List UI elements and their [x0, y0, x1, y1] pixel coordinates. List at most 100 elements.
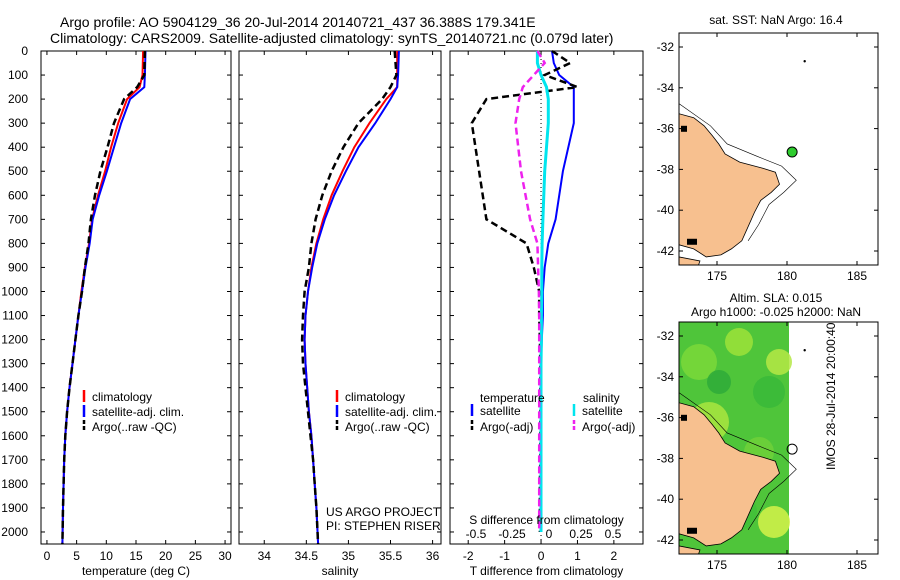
- chatham-dot: [803, 60, 806, 63]
- legend-label: Argo(-adj): [480, 420, 533, 434]
- panel-difference: -2 -1 0 1 2T difference from climatology S di…: [449, 49, 644, 578]
- legend-label: satellite-adj. clim.: [345, 405, 437, 419]
- x-tick-label: 35: [342, 549, 356, 563]
- x-tick-label: 0: [44, 549, 51, 563]
- panel-salinity: 34 34.5 35 35.5 36 salinity climatologysatelli…: [238, 50, 442, 578]
- depth-tick-label: 1200: [1, 333, 28, 347]
- map-content: [679, 33, 878, 265]
- series-line: [61, 50, 147, 545]
- x-axis-label: temperature (deg C): [82, 564, 190, 578]
- lat-tick-label: -40: [657, 203, 675, 217]
- lon-tick-label: 180: [777, 558, 797, 572]
- island: [687, 238, 697, 245]
- lat-tick-label: -42: [657, 244, 675, 258]
- lat-tick-label: -36: [657, 122, 675, 136]
- argo-marker: [786, 443, 798, 455]
- isobath: [679, 103, 797, 241]
- x-tick-label: 5: [73, 549, 80, 563]
- island: [681, 125, 687, 132]
- x-axis-label: T difference from climatology: [470, 564, 624, 578]
- x-tick-label: 35.5: [379, 549, 403, 563]
- series-line: [514, 50, 547, 532]
- legend-label: Argo(..raw -QC): [345, 420, 430, 434]
- legend-title: temperature: [480, 391, 545, 405]
- map-bottom-title-1: Altim. SLA: 0.015: [730, 291, 823, 305]
- depth-tick-label: 800: [8, 236, 28, 250]
- x-tick-label: 15: [129, 549, 143, 563]
- sla-blob: [758, 506, 790, 538]
- land-south-island: [679, 545, 701, 554]
- lon-tick-label: 175: [707, 558, 727, 572]
- lat-tick-label: -34: [657, 370, 675, 384]
- x-tick-label: 10: [100, 549, 114, 563]
- depth-tick-label: 1500: [1, 405, 28, 419]
- x-tick-label: 20: [159, 549, 173, 563]
- land-north-island: [679, 113, 780, 258]
- lat-tick-label: -40: [657, 492, 675, 506]
- map-frame: [678, 32, 879, 266]
- sla-blob: [681, 344, 717, 380]
- legend-label: satellite-adj. clim.: [92, 405, 184, 419]
- chatham-dot: [803, 349, 806, 352]
- imos-stamp: IMOS 28-Jul-2014 20:00:40: [824, 322, 838, 470]
- legend-label: climatology: [345, 390, 405, 404]
- legend-title: salinity: [583, 391, 620, 405]
- island: [687, 527, 697, 534]
- depth-tick-label: 2000: [1, 525, 28, 539]
- x2-tick-label: 0: [546, 527, 553, 541]
- depth-tick-label: 1800: [1, 477, 28, 491]
- land-south-island: [679, 256, 701, 265]
- series-line: [535, 51, 550, 532]
- x-tick-label: 30: [218, 549, 232, 563]
- map-frame: [678, 321, 879, 555]
- land-north-island: [679, 402, 780, 547]
- legend-label: climatology: [92, 390, 152, 404]
- lat-tick-label: -38: [657, 162, 675, 176]
- chart-title-line1: Argo profile: AO 5904129_36 20-Jul-2014 …: [60, 14, 536, 30]
- x2-axis-label: S difference from climatology: [469, 513, 624, 527]
- depth-tick-label: 1600: [1, 429, 28, 443]
- argo-marker: [786, 146, 798, 158]
- lat-tick-label: -32: [657, 329, 675, 343]
- depth-tick-label: 500: [8, 164, 28, 178]
- panel-frame: [40, 50, 232, 545]
- panel-temperature: 0 5 10 15 20 25 30 temperature (deg C) climatolo…: [40, 50, 232, 578]
- legend-label: Argo(..raw -QC): [92, 420, 177, 434]
- map-top-title: sat. SST: NaN Argo: 16.4: [709, 13, 843, 27]
- x2-tick-label: -0.5: [466, 527, 487, 541]
- lat-tick-label: -32: [657, 40, 675, 54]
- depth-tick-label: 900: [8, 260, 28, 274]
- legend-label: Argo(-adj): [582, 420, 635, 434]
- x-tick-label: 34.5: [295, 549, 319, 563]
- x2-tick-label: 0.25: [569, 527, 593, 541]
- x-tick-label: 0: [538, 549, 545, 563]
- map-sst: -32 -34 -36 -38 -40 -42 175 180 185: [657, 32, 879, 283]
- panel-frame: [238, 50, 442, 545]
- x-tick-label: 34: [258, 549, 272, 563]
- sla-blob: [725, 328, 753, 356]
- isobath: [679, 392, 797, 530]
- x-tick-label: 1: [574, 549, 581, 563]
- x2-tick-label: 0.5: [605, 527, 622, 541]
- depth-tick-label: 1100: [2, 309, 28, 323]
- lat-tick-label: -36: [657, 411, 675, 425]
- x-axis-label: salinity: [322, 564, 359, 578]
- map-bottom-title-2: Argo h1000: -0.025 h2000: NaN: [691, 305, 861, 319]
- depth-tick-label: 1000: [1, 284, 28, 298]
- sla-blob: [753, 376, 785, 408]
- series-line: [300, 50, 398, 545]
- depth-tick-label: 1400: [1, 381, 28, 395]
- x-tick-label: 2: [611, 549, 618, 563]
- lat-tick-label: -34: [657, 81, 675, 95]
- map-sla: -32 -34 -36 -38 -40 -42 175 180 185: [657, 321, 879, 572]
- x-tick-label: 25: [189, 549, 203, 563]
- lon-tick-label: 180: [777, 269, 797, 283]
- lat-tick-label: -38: [657, 451, 675, 465]
- depth-tick-label: 0: [21, 44, 28, 58]
- chart-title-line2: Climatology: CARS2009. Satellite-adjuste…: [50, 30, 614, 46]
- legend-label: satellite: [582, 404, 623, 418]
- x2-tick-label: -0.25: [498, 527, 526, 541]
- depth-tick-label: 1300: [1, 357, 28, 371]
- depth-tick-label: 300: [8, 116, 28, 130]
